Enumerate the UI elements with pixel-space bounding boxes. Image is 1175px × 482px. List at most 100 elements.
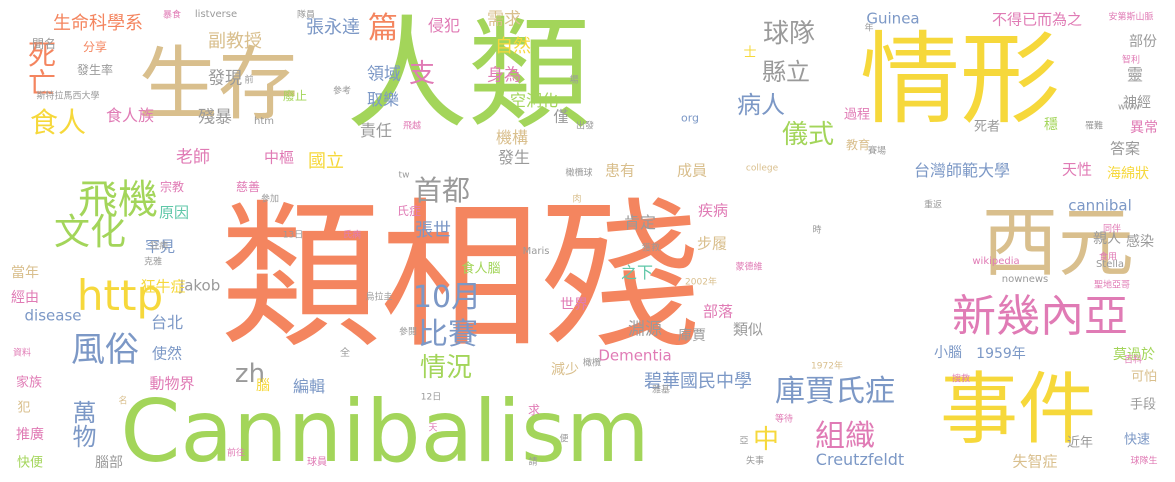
word-117: nownews bbox=[1001, 274, 1049, 285]
word-74: 1959年 bbox=[976, 346, 1026, 362]
word-156: 名 bbox=[118, 396, 128, 407]
word-122: www bbox=[1117, 102, 1141, 113]
word-144: 智利 bbox=[1121, 55, 1141, 66]
word-170: 克雅 bbox=[143, 257, 163, 268]
word-75: 莫過於 bbox=[1113, 347, 1155, 363]
word-79: 近年 bbox=[1066, 435, 1094, 451]
word-132: 球隊生 bbox=[1130, 456, 1158, 467]
word-56: 部落 bbox=[702, 302, 734, 321]
word-40: 領域 bbox=[367, 64, 401, 85]
word-146: 參加 bbox=[260, 194, 280, 205]
word-148: 廢止 bbox=[282, 89, 308, 103]
word-72: 部份 bbox=[1129, 34, 1157, 50]
word-163: 年 bbox=[864, 23, 874, 34]
word-95: 編輯 bbox=[292, 377, 326, 396]
word-50: 張世 bbox=[415, 220, 451, 241]
word-100: 成員 bbox=[676, 161, 708, 180]
word-141: 賽場 bbox=[867, 146, 887, 157]
word-65: 天性 bbox=[1061, 160, 1093, 179]
word-143: 百科 bbox=[1123, 355, 1143, 366]
word-94: 犯 bbox=[17, 400, 31, 416]
word-69: 海綿狀 bbox=[1107, 166, 1149, 182]
word-123: htm bbox=[254, 116, 274, 127]
word-37: 老師 bbox=[176, 147, 210, 168]
word-41: 取樂 bbox=[366, 90, 400, 109]
word-130: 蒙德維 bbox=[735, 262, 763, 273]
word-7: 新幾內亞 bbox=[952, 291, 1128, 342]
word-21: 縣立 bbox=[762, 58, 810, 86]
word-13: 組織 bbox=[815, 419, 875, 454]
word-29: 碧華國民中學 bbox=[644, 371, 752, 392]
word-19: 球隊 bbox=[762, 19, 816, 49]
word-150: 氏病 bbox=[342, 230, 362, 241]
word-129: 烏拉圭 bbox=[365, 292, 393, 303]
word-162: 前 bbox=[244, 75, 254, 86]
word-12: 庫賈氏症 bbox=[775, 374, 895, 409]
word-25: 支 bbox=[408, 59, 436, 89]
word-161: 場 bbox=[569, 75, 579, 86]
word-61: disease bbox=[24, 306, 82, 325]
word-92: 快便 bbox=[16, 455, 44, 471]
word-137: 食用 bbox=[1098, 252, 1118, 263]
word-172: 出發 bbox=[575, 121, 595, 132]
word-58: Dementia bbox=[598, 346, 672, 365]
word-153: 肉 bbox=[572, 194, 582, 205]
word-84: 腦部 bbox=[95, 455, 123, 471]
word-77: 手段 bbox=[1129, 397, 1157, 413]
word-27: zh bbox=[234, 359, 266, 389]
word-35: 殘暴 bbox=[198, 107, 232, 128]
word-152: 暴食 bbox=[162, 10, 182, 21]
word-121: org bbox=[680, 111, 700, 125]
word-154: 全 bbox=[340, 348, 350, 359]
word-109: 斯特拉馬西大學 bbox=[36, 91, 100, 102]
word-81: 小腦 bbox=[934, 345, 962, 361]
word-26: 中 bbox=[752, 425, 780, 455]
word-30: 台灣師範大學 bbox=[913, 161, 1011, 180]
word-116: wikipedia bbox=[972, 256, 1020, 267]
word-128: 12日 bbox=[420, 392, 442, 403]
word-3: Cannibalism bbox=[120, 382, 650, 482]
word-62: cannibal bbox=[1068, 196, 1132, 215]
word-107: 發生率 bbox=[76, 63, 114, 77]
word-44: 自然 bbox=[495, 36, 531, 57]
word-36: 食人族 bbox=[105, 106, 155, 125]
word-83: 動物界 bbox=[149, 374, 195, 393]
word-124: tw bbox=[398, 170, 410, 181]
word-120: college bbox=[745, 163, 779, 174]
word-59: Creutzfeldt bbox=[815, 450, 905, 469]
word-47: 空洞化 bbox=[509, 91, 559, 110]
word-38: 中樞 bbox=[263, 148, 295, 167]
word-105: 死者 bbox=[973, 119, 1001, 135]
word-10: 文化 bbox=[53, 212, 127, 253]
word-88: 狂牛症 bbox=[140, 277, 186, 296]
word-89: 當年 bbox=[11, 265, 39, 281]
word-20: 病人 bbox=[737, 91, 785, 119]
word-103: 過程 bbox=[843, 107, 871, 123]
word-118: Stella bbox=[1095, 259, 1125, 270]
word-127: 13日 bbox=[282, 230, 304, 241]
word-48: 機構 bbox=[495, 128, 529, 147]
word-106: 分享 bbox=[82, 40, 108, 54]
word-52: 疾病 bbox=[697, 201, 729, 220]
word-5: 事件 bbox=[939, 365, 1097, 455]
word-133: 球員 bbox=[307, 457, 327, 468]
word-151: 隊員 bbox=[296, 10, 316, 21]
word-110: 安第斯山脈 bbox=[1108, 12, 1154, 23]
word-32: 張永達 bbox=[306, 17, 360, 38]
word-140: 橄欖球 bbox=[565, 168, 593, 179]
word-145: 重返 bbox=[923, 200, 943, 211]
word-126: 1972年 bbox=[811, 361, 843, 372]
word-91: 推廣 bbox=[16, 427, 44, 443]
word-104: 穩 bbox=[1044, 117, 1058, 133]
word-11: 風俗 bbox=[71, 330, 139, 370]
word-98: 慈善 bbox=[235, 180, 261, 194]
word-9: 飛機 bbox=[78, 177, 158, 223]
word-42: 責任 bbox=[359, 121, 393, 140]
word-43: 身為 bbox=[487, 65, 521, 86]
word-173: 獲救 bbox=[641, 243, 661, 254]
word-28: 萬物 bbox=[68, 400, 96, 448]
word-67: 感染 bbox=[1126, 234, 1154, 250]
word-111: listverse bbox=[194, 9, 238, 20]
word-160: 士 bbox=[743, 45, 757, 61]
